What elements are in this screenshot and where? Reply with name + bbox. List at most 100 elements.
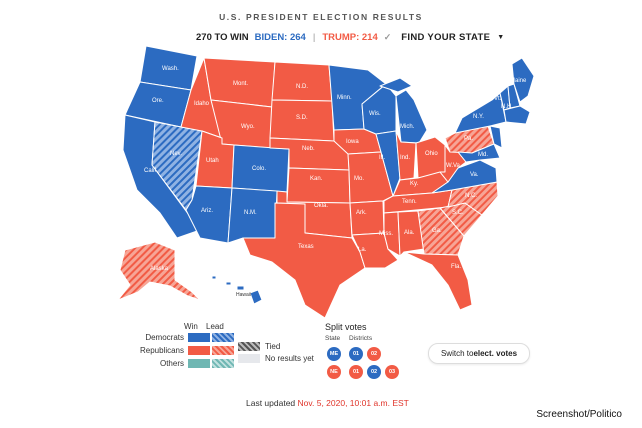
state-maine[interactable] bbox=[511, 57, 535, 103]
ne-district-2-dot[interactable]: 02 bbox=[367, 365, 381, 379]
label-ark: Ark. bbox=[356, 210, 367, 216]
legend-no-results: No results yet bbox=[238, 354, 314, 363]
caret-down-icon: ▼ bbox=[497, 33, 505, 41]
state-hawaii-mid[interactable] bbox=[236, 285, 245, 291]
label-hawaii: Hawaii bbox=[236, 292, 251, 298]
legend-row-republicans: Republicans bbox=[134, 346, 236, 355]
split-votes-title: Split votes bbox=[325, 322, 367, 332]
label-neb: Neb. bbox=[302, 146, 315, 152]
label-la: La. bbox=[358, 247, 367, 253]
last-updated: Last updated Nov. 5, 2020, 10:01 a.m. ES… bbox=[246, 398, 409, 408]
ne-district-3-dot[interactable]: 03 bbox=[385, 365, 399, 379]
me-district-2-dot[interactable]: 02 bbox=[367, 347, 381, 361]
label-sc: S.C. bbox=[452, 210, 464, 216]
label-utah: Utah bbox=[206, 158, 219, 164]
label-wyo: Wyo. bbox=[241, 124, 255, 130]
biden-count: BIDEN: 264 bbox=[254, 31, 306, 43]
image-credit: Screenshot/Politico bbox=[536, 409, 622, 420]
label-nc: N.C. bbox=[465, 193, 477, 199]
ne-state-dot[interactable]: NE bbox=[327, 365, 341, 379]
state-nd[interactable] bbox=[271, 61, 333, 102]
switch-elect-votes-button[interactable]: Switch to elect. votes bbox=[428, 343, 530, 364]
label-minn: Minn. bbox=[337, 95, 352, 101]
others-lead-swatch bbox=[212, 359, 234, 368]
label-ny: N.Y. bbox=[473, 114, 484, 120]
legend-tied: Tied bbox=[238, 342, 280, 351]
label-ariz: Ariz. bbox=[201, 208, 213, 214]
label-miss: Miss. bbox=[379, 231, 393, 237]
label-ala: Ala. bbox=[404, 230, 415, 236]
state-hawaii-big[interactable] bbox=[249, 289, 263, 305]
find-state-label: FIND YOUR STATE bbox=[401, 31, 491, 43]
ne-district-1-dot[interactable]: 01 bbox=[349, 365, 363, 379]
label-maine: Maine bbox=[510, 78, 527, 84]
to-win-label: 270 TO WIN bbox=[196, 31, 249, 43]
legend-win-label: Win bbox=[184, 322, 198, 331]
label-ind: Ind. bbox=[400, 155, 410, 161]
find-state-dropdown[interactable]: FIND YOUR STATE ▼ bbox=[401, 32, 504, 43]
state-mich[interactable] bbox=[395, 89, 428, 144]
tied-label: Tied bbox=[265, 342, 281, 351]
others-win-swatch bbox=[188, 359, 210, 368]
state-ala[interactable] bbox=[397, 210, 425, 257]
legend-lead-label: Lead bbox=[206, 322, 224, 331]
state-labels: Wash. Ore. Calif. Nev. Idaho Mont. Wyo. … bbox=[144, 66, 527, 298]
label-iowa: Iowa bbox=[346, 139, 359, 145]
last-updated-timestamp: Nov. 5, 2020, 10:01 a.m. EST bbox=[297, 398, 409, 408]
label-wash: Wash. bbox=[162, 66, 179, 72]
label-mont: Mont. bbox=[233, 81, 248, 87]
label-mo: Mo. bbox=[354, 176, 364, 182]
label-vt: Vt. bbox=[494, 96, 502, 102]
checkmark-icon: ✓ bbox=[383, 31, 392, 42]
me-district-1-dot[interactable]: 01 bbox=[349, 347, 363, 361]
democrat-lead-swatch bbox=[212, 333, 234, 342]
legend-republicans-label: Republicans bbox=[139, 346, 184, 355]
label-va: Va. bbox=[470, 172, 479, 178]
state-new-england[interactable] bbox=[503, 105, 531, 125]
label-tenn: Tenn. bbox=[402, 199, 417, 205]
label-nh: N.H. bbox=[501, 104, 513, 110]
label-nm: N.M. bbox=[244, 210, 257, 216]
label-wis: Wis. bbox=[369, 111, 381, 117]
label-pa: Pa. bbox=[464, 136, 473, 142]
democrat-win-swatch bbox=[188, 333, 210, 342]
label-nd: N.D. bbox=[296, 84, 308, 90]
tally-separator: | bbox=[312, 31, 316, 43]
page-title: U.S. PRESIDENT ELECTION RESULTS bbox=[219, 12, 423, 22]
label-ohio: Ohio bbox=[425, 151, 438, 157]
label-wva: W.Va. bbox=[446, 163, 462, 169]
label-mich: Mich. bbox=[400, 124, 415, 130]
state-fla[interactable] bbox=[403, 251, 473, 311]
state-hawaii-kauai[interactable] bbox=[211, 275, 217, 280]
label-nev: Nev. bbox=[170, 151, 182, 157]
state-kan[interactable] bbox=[286, 167, 351, 204]
legend-row-others: Others bbox=[134, 359, 236, 368]
state-alaska[interactable] bbox=[117, 241, 201, 301]
legend-others-label: Others bbox=[159, 359, 184, 368]
switch-prefix: Switch to bbox=[440, 349, 474, 358]
republican-lead-swatch bbox=[212, 346, 234, 355]
label-alaska: Alaska bbox=[150, 266, 169, 272]
label-md: Md. bbox=[478, 152, 488, 158]
state-mich-up[interactable] bbox=[379, 77, 413, 93]
tied-swatch bbox=[238, 342, 260, 351]
label-ore: Ore. bbox=[152, 98, 164, 104]
legend-row-democrats: Democrats bbox=[134, 333, 236, 342]
split-districts-label: Districts bbox=[349, 335, 373, 342]
label-kan: Kan. bbox=[310, 176, 323, 182]
state-md[interactable] bbox=[457, 143, 501, 163]
state-ind[interactable] bbox=[395, 130, 417, 181]
state-ga[interactable] bbox=[417, 207, 465, 256]
label-sd: S.D. bbox=[296, 115, 308, 121]
me-state-dot[interactable]: ME bbox=[327, 347, 341, 361]
state-ark[interactable] bbox=[349, 200, 385, 236]
label-ky: Ky. bbox=[410, 181, 419, 187]
state-nj[interactable] bbox=[489, 125, 503, 149]
state-texas[interactable] bbox=[242, 202, 366, 319]
split-state-label: State bbox=[325, 335, 341, 342]
state-miss[interactable] bbox=[383, 211, 401, 257]
label-calif: Calif. bbox=[144, 168, 158, 174]
no-results-label: No results yet bbox=[265, 354, 314, 363]
state-hawaii-oahu[interactable] bbox=[225, 281, 232, 286]
